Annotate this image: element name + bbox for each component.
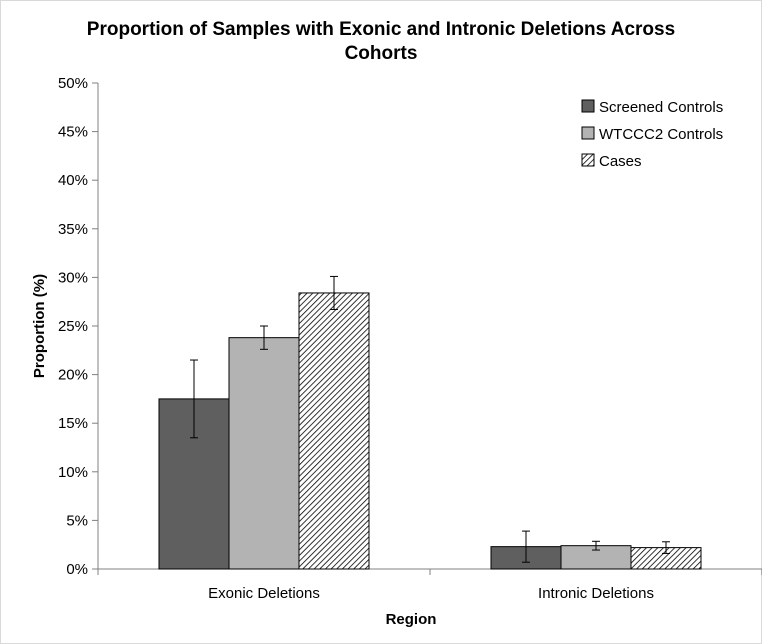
y-tick-label: 25% bbox=[58, 318, 88, 335]
legend-swatch bbox=[581, 153, 595, 167]
legend: Screened Controls WTCCC2 Controls Cases bbox=[581, 99, 723, 170]
y-tick-label: 45% bbox=[58, 124, 88, 141]
bar bbox=[298, 292, 370, 570]
y-tick-label: 30% bbox=[58, 269, 88, 286]
x-axis-label: Region bbox=[386, 611, 437, 628]
legend-label: Cases bbox=[599, 153, 642, 170]
y-tick-label: 10% bbox=[58, 464, 88, 481]
legend-label: WTCCC2 Controls bbox=[599, 126, 723, 143]
chart-title: Proportion of Samples with Exonic and In… bbox=[86, 19, 676, 64]
error-bars bbox=[190, 275, 670, 563]
y-tick-label: 15% bbox=[58, 415, 88, 432]
bar bbox=[228, 337, 300, 570]
bars bbox=[158, 292, 702, 570]
y-tick-label: 35% bbox=[58, 221, 88, 238]
x-tick-label: Intronic Deletions bbox=[538, 585, 654, 602]
legend-swatch bbox=[581, 99, 595, 113]
y-tick-label: 20% bbox=[58, 367, 88, 384]
axes: 0% 5% 10% 15% 20% 25% 30% 35% 40% 45% 50% Exonic De… bbox=[31, 75, 762, 628]
y-axis-label: Proportion (%) bbox=[31, 274, 48, 378]
y-tick-label: 5% bbox=[66, 512, 88, 529]
legend-swatch bbox=[581, 126, 595, 140]
y-tick-label: 0% bbox=[66, 561, 88, 578]
y-tick-label: 50% bbox=[58, 75, 88, 92]
legend-label: Screened Controls bbox=[599, 99, 723, 116]
x-tick-label: Exonic Deletions bbox=[208, 585, 320, 602]
y-tick-label: 40% bbox=[58, 172, 88, 189]
